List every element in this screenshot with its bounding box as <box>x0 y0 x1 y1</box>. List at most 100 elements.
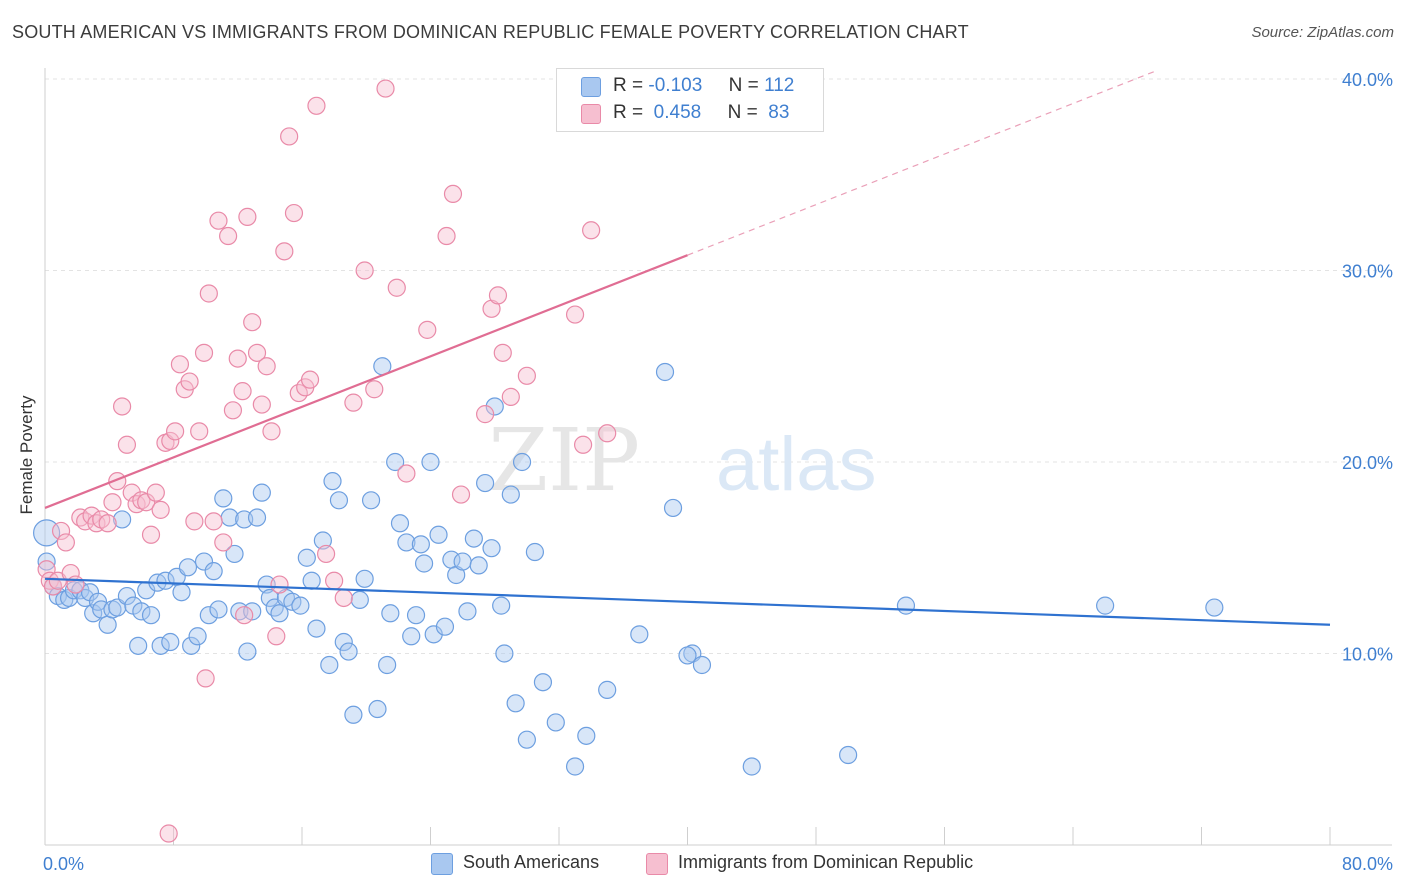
legend-r-label: R = <box>613 102 644 123</box>
watermark-atlas: atlas <box>716 422 877 507</box>
point-south-american <box>151 636 170 655</box>
y-tick-label: 10.0% <box>1342 645 1393 665</box>
point-south-american <box>33 519 61 547</box>
point-dominican <box>37 560 56 579</box>
point-dominican <box>219 226 238 246</box>
point-south-american <box>132 602 151 621</box>
point-south-american <box>397 533 416 552</box>
point-south-american <box>464 529 483 548</box>
point-south-american <box>742 757 761 776</box>
x-tick-label: 80.0% <box>1342 854 1393 874</box>
point-dominican <box>159 824 178 843</box>
point-dominican <box>565 305 585 324</box>
legend-n-value: 112 <box>764 75 795 96</box>
point-south-american <box>350 590 369 609</box>
point-south-american <box>402 627 421 646</box>
point-dominican <box>56 533 75 552</box>
point-dominican <box>235 606 254 625</box>
point-south-american <box>378 655 397 675</box>
point-south-american <box>313 531 332 550</box>
point-south-american <box>429 525 448 544</box>
point-dominican <box>501 387 520 406</box>
point-dominican <box>146 483 165 502</box>
point-south-american <box>533 673 553 692</box>
point-dominican <box>443 184 463 203</box>
point-south-american <box>390 514 410 533</box>
point-dominican <box>334 588 353 608</box>
point-south-american <box>839 745 858 765</box>
point-south-american <box>112 510 132 529</box>
point-south-american <box>1096 596 1115 615</box>
point-south-american <box>506 694 525 713</box>
point-south-american <box>577 726 596 745</box>
point-south-american <box>225 544 244 564</box>
point-south-american <box>270 604 289 623</box>
point-south-american <box>291 596 310 615</box>
point-dominican <box>270 575 289 594</box>
y-axis-label: Female Poverty <box>17 395 36 515</box>
point-dominican <box>437 226 456 246</box>
point-dominican <box>117 435 137 454</box>
point-dominican <box>316 544 336 564</box>
legend-r-value: -0.103 <box>648 75 703 96</box>
point-dominican <box>137 493 156 512</box>
data-points <box>33 79 1224 843</box>
legend-label: Immigrants from Dominican Republic <box>678 852 974 872</box>
point-dominican <box>243 313 262 332</box>
point-dominican <box>98 514 117 533</box>
point-dominican <box>194 343 214 362</box>
point-dominican <box>252 395 271 414</box>
watermark: ZIP atlas <box>488 411 876 511</box>
point-dominican <box>199 284 218 303</box>
point-dominican <box>267 627 286 646</box>
point-dominican <box>233 382 252 401</box>
legend-swatch-pink <box>646 853 668 875</box>
point-south-american <box>655 362 675 382</box>
point-south-american <box>355 569 374 588</box>
point-dominican <box>43 577 63 596</box>
point-dominican <box>151 500 170 519</box>
point-dominican <box>51 521 71 541</box>
point-south-american <box>238 642 257 661</box>
point-south-american <box>598 680 617 699</box>
point-dominican <box>284 203 304 223</box>
legend-label: South Americans <box>463 852 600 872</box>
point-dominican <box>185 512 204 531</box>
point-dominican <box>517 366 536 385</box>
legend-r-value: 0.458 <box>648 102 702 123</box>
trend-lines <box>44 70 1331 626</box>
point-dominican <box>204 512 223 531</box>
point-south-american <box>678 646 697 665</box>
point-south-american <box>421 452 440 472</box>
point-south-american <box>565 757 585 776</box>
legend-n-value: 83 <box>763 102 790 123</box>
point-south-american <box>368 699 387 719</box>
correlation-legend: R = -0.103 N = 112 R = 0.458 N = 83 <box>556 68 824 132</box>
legend-swatch-pink <box>581 104 601 124</box>
point-dominican <box>209 211 228 230</box>
point-dominican <box>103 493 122 512</box>
axes <box>44 68 1392 846</box>
point-south-american <box>209 600 228 619</box>
y-tick-label: 40.0% <box>1342 70 1393 90</box>
point-dominican <box>190 422 209 441</box>
point-south-american <box>453 552 472 571</box>
grid-lines <box>45 78 1392 654</box>
point-south-american <box>495 644 514 663</box>
legend-swatch-blue <box>581 77 601 97</box>
point-dominican <box>397 464 416 483</box>
point-south-american <box>129 636 148 655</box>
point-south-american <box>1205 598 1224 617</box>
point-south-american <box>386 452 405 472</box>
point-dominican <box>493 343 512 362</box>
point-dominican <box>488 286 508 305</box>
point-south-american <box>525 542 545 562</box>
point-south-american <box>37 552 56 571</box>
series-legend: South Americans Immigrants from Dominica… <box>0 852 1406 876</box>
point-south-american <box>320 655 339 675</box>
point-south-american <box>406 606 426 625</box>
point-south-american <box>482 539 501 558</box>
point-dominican <box>344 393 363 412</box>
point-south-american <box>414 554 434 573</box>
point-south-american <box>546 713 565 732</box>
